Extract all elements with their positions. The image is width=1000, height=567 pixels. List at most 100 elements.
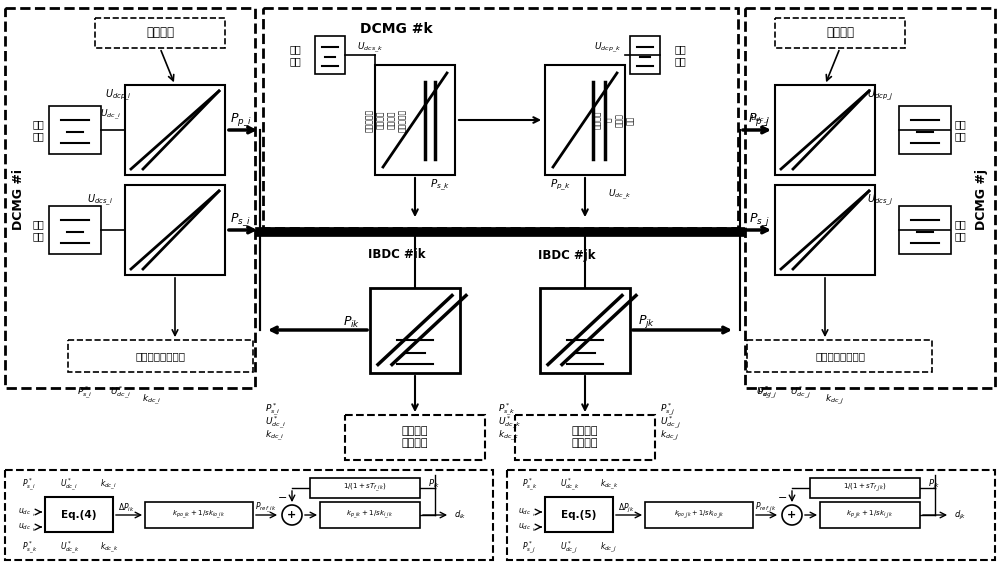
- Bar: [507, 470, 995, 560]
- Text: $U_{dc\_i}^*$: $U_{dc\_i}^*$: [265, 414, 286, 431]
- Bar: [45, 497, 113, 532]
- Text: +: +: [287, 510, 297, 520]
- Text: 功率控制: 功率控制: [146, 27, 174, 40]
- Bar: [899, 206, 951, 254]
- Bar: [125, 85, 225, 175]
- Text: $P_{s\_j}$: $P_{s\_j}$: [749, 211, 770, 229]
- Bar: [775, 185, 875, 275]
- Bar: [68, 340, 253, 372]
- Text: $P_{s\_i}$: $P_{s\_i}$: [230, 211, 251, 229]
- Text: $P_{jk}$: $P_{jk}$: [928, 477, 940, 490]
- Text: $U_{dc\_i}^*$: $U_{dc\_i}^*$: [110, 384, 130, 401]
- Text: $k_{dc\_j}$: $k_{dc\_j}$: [825, 393, 845, 407]
- Text: $U_{dc\_j}^*$: $U_{dc\_j}^*$: [756, 384, 777, 401]
- Text: $U_{dcp\_k}$: $U_{dcp\_k}$: [594, 41, 622, 55]
- Text: $U_{dcs\_j}$: $U_{dcs\_j}$: [867, 192, 893, 208]
- Bar: [645, 502, 753, 528]
- Bar: [310, 478, 420, 498]
- Bar: [515, 415, 655, 460]
- Text: $u_{dc\_j}$: $u_{dc\_j}$: [750, 114, 770, 126]
- Text: $u_{dc}$: $u_{dc}$: [18, 507, 31, 517]
- Text: 平衡
单元: 平衡 单元: [954, 219, 966, 241]
- Text: $U_{dc\_k}^*$: $U_{dc\_k}^*$: [498, 414, 521, 431]
- Text: DCMG #k: DCMG #k: [360, 22, 433, 36]
- Text: $P_{ik}$: $P_{ik}$: [428, 478, 440, 490]
- Bar: [370, 287, 460, 373]
- Text: +: +: [787, 510, 797, 520]
- Text: $U_{dc\_j}^*$: $U_{dc\_j}^*$: [560, 540, 578, 556]
- Bar: [540, 287, 630, 373]
- Text: $k_{dc\_j}$: $k_{dc\_j}$: [600, 541, 617, 555]
- Text: $k_{dc\_k}$: $k_{dc\_k}$: [600, 478, 619, 492]
- Text: 功率
单元: 功率 单元: [32, 119, 44, 141]
- Text: $U_{dcp\_j}$: $U_{dcp\_j}$: [867, 87, 893, 103]
- Text: $P_{s\_i}^*$: $P_{s\_i}^*$: [77, 384, 93, 401]
- Text: $u_{dc}$: $u_{dc}$: [518, 507, 531, 517]
- Text: $_i$: $_i$: [532, 511, 535, 519]
- Text: $k_{dc\_k}$: $k_{dc\_k}$: [100, 541, 119, 555]
- Text: $P_{jk}$: $P_{jk}$: [638, 314, 655, 331]
- Text: Eq.(5): Eq.(5): [561, 510, 597, 520]
- Text: $P_{ref\_jk}$: $P_{ref\_jk}$: [755, 501, 776, 515]
- Text: $\Delta P_{ik}$: $\Delta P_{ik}$: [118, 502, 135, 514]
- Text: 垂控制储
能: 垂控制储 能: [593, 111, 613, 129]
- Text: $P_{ik}$: $P_{ik}$: [343, 315, 360, 329]
- Bar: [545, 65, 625, 175]
- Text: $k_{dc\_i}$: $k_{dc\_i}$: [142, 393, 162, 407]
- Text: 通用功率
控制系统: 通用功率 控制系统: [402, 426, 428, 448]
- Bar: [345, 415, 485, 460]
- Text: $k_{po\_jk}+1/sk_{io\_jk}$: $k_{po\_jk}+1/sk_{io\_jk}$: [674, 509, 724, 521]
- Text: $k_{dc\_i}$: $k_{dc\_i}$: [265, 429, 285, 443]
- Text: $k_{p\_ik}+1/sk_{i\_ik}$: $k_{p\_ik}+1/sk_{i\_ik}$: [346, 509, 394, 521]
- Text: DCMG #j: DCMG #j: [976, 170, 988, 231]
- Text: 直流电压下垂控制: 直流电压下垂控制: [135, 351, 185, 361]
- Text: IBDC #jk: IBDC #jk: [538, 248, 596, 261]
- Text: $P_{s\_k}^*$: $P_{s\_k}^*$: [522, 476, 537, 493]
- Bar: [5, 470, 493, 560]
- Text: $U_{dc\_j}^*$: $U_{dc\_j}^*$: [660, 414, 681, 431]
- Bar: [899, 106, 951, 154]
- Bar: [263, 8, 738, 228]
- Text: $1/(1+sT_{f\_jk})$: $1/(1+sT_{f\_jk})$: [843, 482, 887, 494]
- Text: $_k$: $_k$: [532, 526, 537, 534]
- Text: $P_{s\_j}^*$: $P_{s\_j}^*$: [757, 384, 773, 401]
- Text: 垂控制
储能: 垂控制 储能: [615, 113, 635, 127]
- Text: $d_{ik}$: $d_{ik}$: [454, 509, 466, 521]
- Bar: [375, 65, 455, 175]
- Text: $U_{dc\_k}^*$: $U_{dc\_k}^*$: [560, 476, 580, 493]
- Text: 平衡
単元: 平衡 単元: [289, 44, 301, 66]
- Text: $k_{dc\_k}$: $k_{dc\_k}$: [498, 429, 520, 443]
- Text: $P_{s\_i}^*$: $P_{s\_i}^*$: [265, 401, 281, 418]
- Bar: [145, 502, 253, 528]
- Text: $U_{dcp\_i}$: $U_{dcp\_i}$: [105, 87, 131, 103]
- Text: $d_{jk}$: $d_{jk}$: [954, 509, 966, 522]
- Text: $_k$: $_k$: [32, 526, 37, 534]
- Text: $\Delta P_{jk}$: $\Delta P_{jk}$: [618, 501, 635, 514]
- Text: $u_{dc}$: $u_{dc}$: [518, 522, 531, 532]
- Text: 直流电压下垂控制: 直流电压下垂控制: [815, 351, 865, 361]
- Bar: [320, 502, 420, 528]
- Text: $P_{s\_j}^*$: $P_{s\_j}^*$: [660, 401, 676, 418]
- Text: $U_{dc\_j}^*$: $U_{dc\_j}^*$: [790, 384, 810, 401]
- Text: $1/(1+sT_{f\_ik})$: $1/(1+sT_{f\_ik})$: [343, 482, 387, 494]
- Text: $P_{p\_i}$: $P_{p\_i}$: [230, 112, 252, 129]
- Text: $P_{s\_k}^*$: $P_{s\_k}^*$: [22, 540, 37, 556]
- Bar: [747, 340, 932, 372]
- Text: 平衡控制
电流变换器: 平衡控制 电流变换器: [387, 108, 407, 132]
- Text: $_i$: $_i$: [32, 511, 35, 519]
- Bar: [630, 36, 660, 74]
- Text: $P_{s\_j}^*$: $P_{s\_j}^*$: [522, 540, 536, 556]
- Text: $U_{dc\_i}$: $U_{dc\_i}$: [100, 108, 120, 122]
- Text: $U_{dcs\_i}$: $U_{dcs\_i}$: [87, 192, 113, 208]
- Text: $P_{s\_k}$: $P_{s\_k}$: [430, 177, 450, 193]
- Text: IBDC #ik: IBDC #ik: [368, 248, 426, 261]
- Bar: [545, 497, 613, 532]
- Text: $k_{dc\_j}$: $k_{dc\_j}$: [660, 429, 680, 443]
- Text: 平衡
单元: 平衡 单元: [32, 219, 44, 241]
- Text: $P_{s\_k}^*$: $P_{s\_k}^*$: [498, 401, 516, 418]
- Bar: [315, 36, 345, 74]
- Text: $P_{ref\_ik}$: $P_{ref\_ik}$: [255, 501, 276, 515]
- Text: 功率
単元: 功率 単元: [674, 44, 686, 66]
- Text: 功率
单元: 功率 单元: [954, 119, 966, 141]
- Text: Eq.(4): Eq.(4): [61, 510, 97, 520]
